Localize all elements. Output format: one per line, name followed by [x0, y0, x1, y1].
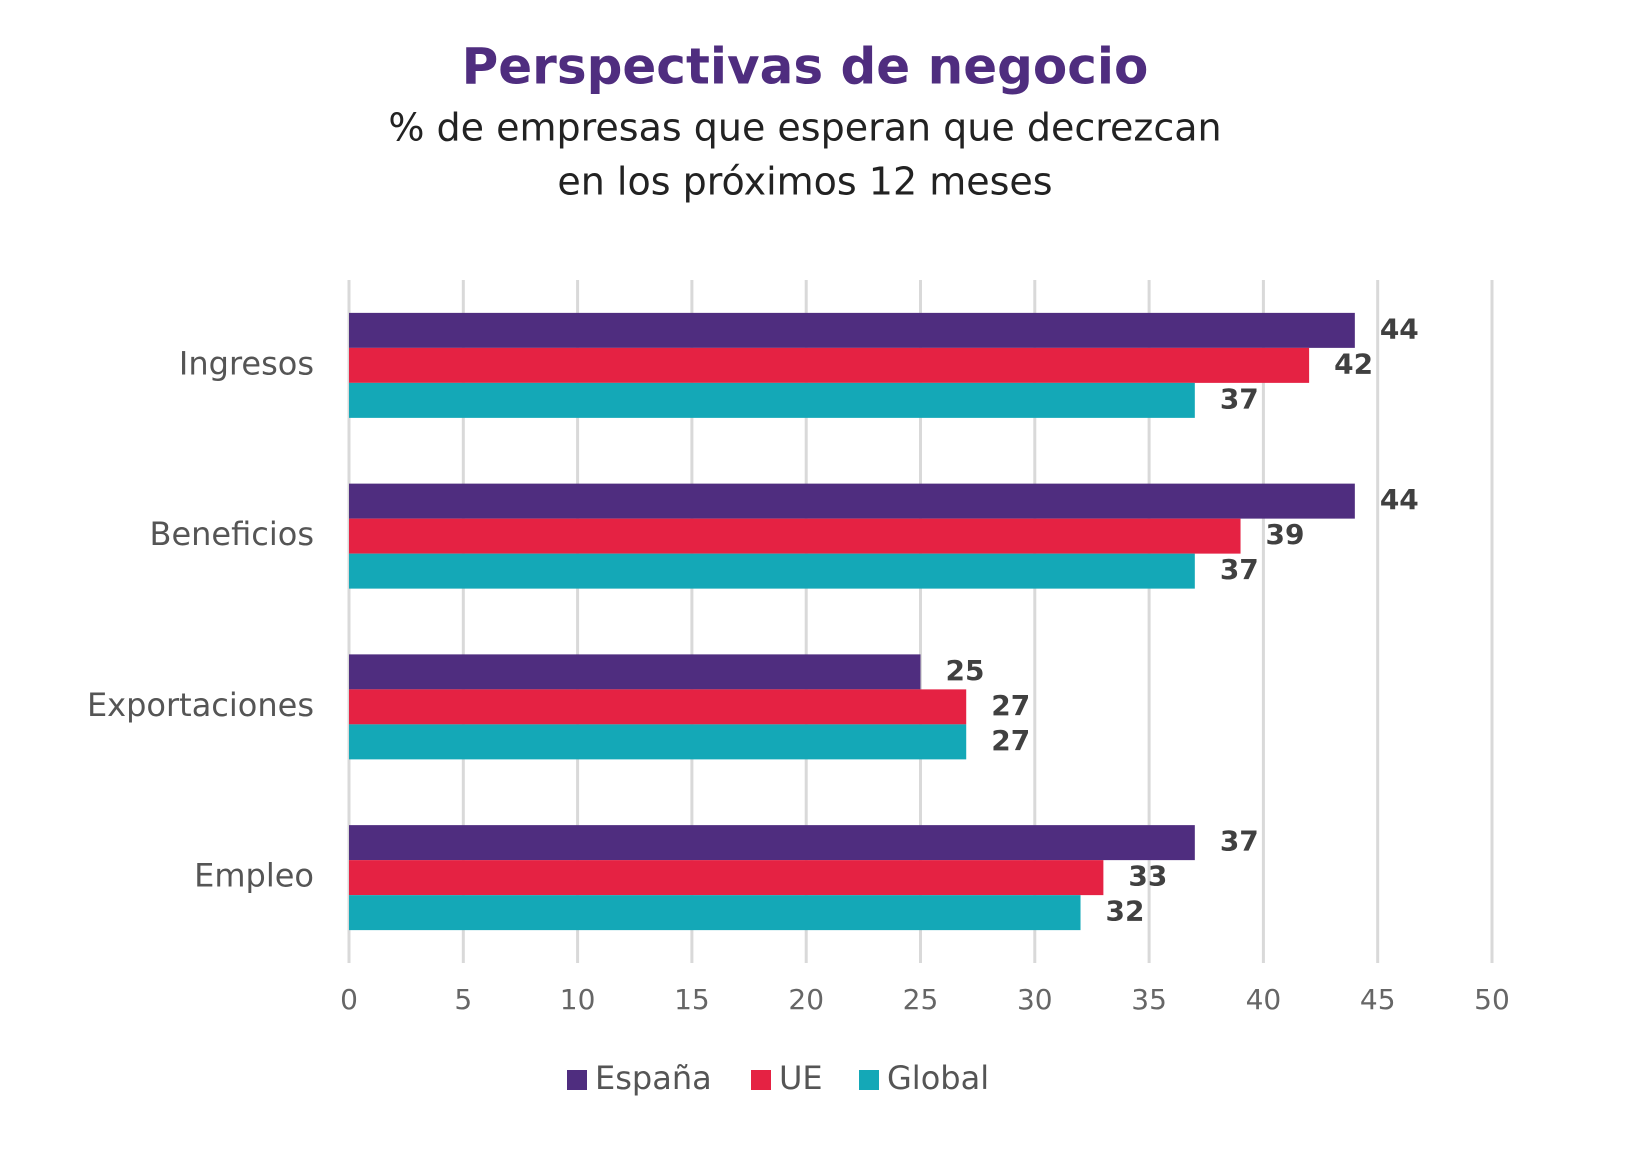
x-tick-label: 10 — [560, 983, 596, 1016]
x-tick-label: 30 — [1017, 983, 1053, 1016]
data-label: 27 — [991, 689, 1030, 722]
y-tick-label: Exportaciones — [87, 686, 314, 724]
data-label: 37 — [1220, 553, 1259, 586]
data-label: 33 — [1128, 860, 1167, 893]
legend-label: UE — [779, 1059, 823, 1097]
bar — [349, 860, 1104, 896]
bar — [349, 382, 1195, 418]
data-label: 44 — [1380, 483, 1419, 516]
x-tick-label: 15 — [674, 983, 710, 1016]
x-tick-label: 45 — [1360, 983, 1396, 1016]
bar — [349, 689, 967, 725]
x-tick-label: 20 — [788, 983, 824, 1016]
data-label: 32 — [1106, 895, 1145, 928]
y-tick-label: Empleo — [194, 857, 314, 895]
x-tick-label: 35 — [1131, 983, 1167, 1016]
legend-swatch — [567, 1070, 587, 1090]
data-label: 37 — [1220, 382, 1259, 415]
x-tick-label: 50 — [1474, 983, 1510, 1016]
x-tick-label: 5 — [454, 983, 472, 1016]
bar — [349, 553, 1195, 589]
bar — [349, 518, 1241, 554]
data-label: 25 — [946, 654, 985, 687]
x-tick-label: 40 — [1246, 983, 1282, 1016]
legend-label: España — [595, 1059, 712, 1097]
bar — [349, 825, 1195, 861]
y-tick-label: Ingresos — [179, 344, 314, 382]
chart-title: Perspectivas de negocio — [462, 38, 1149, 96]
bar — [349, 724, 967, 760]
y-tick-label: Beneficios — [150, 515, 315, 553]
bar — [349, 312, 1355, 348]
bar — [349, 483, 1355, 519]
data-label: 37 — [1220, 825, 1259, 858]
x-tick-label: 0 — [340, 983, 358, 1016]
data-label: 44 — [1380, 312, 1419, 345]
x-tick-label: 25 — [903, 983, 939, 1016]
data-label: 42 — [1334, 347, 1373, 380]
data-label: 39 — [1266, 518, 1305, 551]
bar — [349, 654, 921, 690]
bar — [349, 895, 1081, 931]
chart-subtitle: en los próximos 12 meses — [557, 160, 1052, 204]
data-label: 27 — [991, 724, 1030, 757]
legend-label: Global — [887, 1059, 989, 1097]
bar — [349, 347, 1310, 383]
legend-swatch — [859, 1070, 879, 1090]
chart-subtitle: % de empresas que esperan que decrezcan — [388, 106, 1221, 150]
legend-swatch — [751, 1070, 771, 1090]
